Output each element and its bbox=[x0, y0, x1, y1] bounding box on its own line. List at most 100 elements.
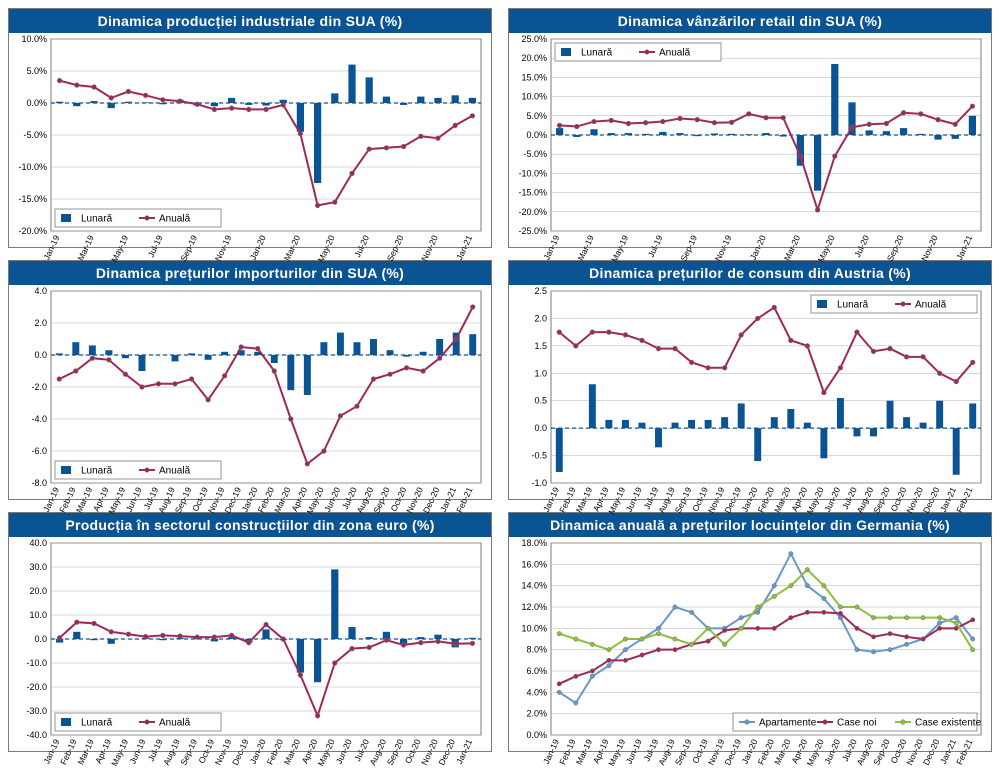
svg-text:Nov-20: Nov-20 bbox=[919, 233, 940, 262]
chart-bar bbox=[348, 627, 355, 639]
chart-bar bbox=[331, 569, 338, 639]
chart-bar bbox=[89, 345, 96, 355]
svg-text:Mar-19: Mar-19 bbox=[75, 737, 96, 766]
svg-text:Anuală: Anuală bbox=[159, 718, 191, 729]
chart-bar bbox=[900, 128, 907, 135]
svg-text:Anuală: Anuală bbox=[659, 48, 691, 59]
chart-bar bbox=[870, 428, 877, 436]
chart-bar bbox=[262, 103, 269, 106]
chart-bar bbox=[211, 103, 218, 106]
svg-text:Mar-20: Mar-20 bbox=[282, 233, 303, 262]
chart-bar bbox=[271, 355, 278, 363]
svg-text:10.0%: 10.0% bbox=[21, 34, 47, 44]
svg-text:-5.0%: -5.0% bbox=[23, 130, 47, 140]
chart-area: 0.0%2.0%4.0%6.0%8.0%10.0%12.0%14.0%16.0%… bbox=[509, 537, 991, 775]
chart-bar bbox=[90, 101, 97, 103]
chart-bar bbox=[304, 355, 311, 395]
chart-bar bbox=[452, 95, 459, 103]
svg-text:Apartamente: Apartamente bbox=[759, 718, 817, 729]
svg-text:-4.0: -4.0 bbox=[31, 414, 47, 424]
svg-text:-1.0: -1.0 bbox=[531, 478, 547, 488]
svg-text:Mar-20: Mar-20 bbox=[282, 737, 303, 766]
chart-bar bbox=[383, 97, 390, 103]
svg-text:10.0: 10.0 bbox=[29, 610, 47, 620]
svg-text:Jun-20: Jun-20 bbox=[322, 485, 342, 513]
chart-bar bbox=[903, 417, 910, 428]
svg-text:Nov-19: Nov-19 bbox=[213, 233, 234, 262]
svg-text:-25.0%: -25.0% bbox=[518, 226, 547, 236]
svg-text:Nov-19: Nov-19 bbox=[713, 233, 734, 262]
svg-text:Jul-20: Jul-20 bbox=[852, 233, 871, 258]
chart-bar bbox=[953, 428, 960, 475]
svg-text:8.0%: 8.0% bbox=[526, 645, 547, 655]
chart-bar bbox=[728, 134, 735, 135]
chart-bar bbox=[688, 420, 695, 428]
chart-bar bbox=[122, 355, 129, 358]
chart-bar bbox=[125, 102, 132, 103]
svg-text:Lunară: Lunară bbox=[81, 466, 113, 477]
svg-text:May-19: May-19 bbox=[109, 233, 130, 263]
chart-bar bbox=[400, 103, 407, 105]
svg-text:Jan-20: Jan-20 bbox=[748, 233, 768, 261]
svg-text:2.0: 2.0 bbox=[34, 318, 47, 328]
chart-bar bbox=[780, 135, 787, 137]
chart-bar bbox=[556, 128, 563, 135]
chart-bar bbox=[287, 355, 294, 390]
chart-bar bbox=[403, 355, 410, 357]
chart-area: -25.0%-20.0%-15.0%-10.0%-5.0%0.0%5.0%10.… bbox=[509, 33, 991, 271]
svg-text:25.0%: 25.0% bbox=[521, 34, 547, 44]
svg-text:16.0%: 16.0% bbox=[521, 559, 547, 569]
chart-bar bbox=[771, 417, 778, 428]
chart-bar bbox=[337, 333, 344, 355]
chart-bar bbox=[469, 334, 476, 355]
chart-bar bbox=[469, 638, 476, 639]
chart-bar bbox=[434, 635, 441, 639]
svg-text:Sep-19: Sep-19 bbox=[678, 233, 699, 262]
svg-text:Jun-20: Jun-20 bbox=[822, 485, 842, 513]
chart-bar bbox=[762, 133, 769, 135]
svg-text:Sep-19: Sep-19 bbox=[178, 233, 199, 262]
chart-area: -40.0-30.0-20.0-10.00.010.020.030.040.0J… bbox=[9, 537, 491, 775]
chart-bar bbox=[936, 401, 943, 428]
svg-text:5.0%: 5.0% bbox=[26, 66, 47, 76]
chart-area: -8.0-6.0-4.0-2.00.02.04.0Jan-19Feb-19Mar… bbox=[9, 285, 491, 523]
chart-area: -20.0%-15.0%-10.0%-5.0%0.0%5.0%10.0%Jan-… bbox=[9, 33, 491, 271]
svg-text:Jan-19: Jan-19 bbox=[41, 233, 61, 261]
chart-bar bbox=[348, 65, 355, 103]
svg-text:Jan-19: Jan-19 bbox=[541, 233, 561, 261]
svg-text:Jul-19: Jul-19 bbox=[646, 233, 665, 258]
svg-text:-10.0%: -10.0% bbox=[518, 168, 547, 178]
svg-text:5.0%: 5.0% bbox=[526, 111, 547, 121]
svg-text:Anuală: Anuală bbox=[915, 300, 947, 311]
svg-text:Jan-21: Jan-21 bbox=[954, 233, 974, 261]
chart-bar bbox=[331, 93, 338, 103]
chart-bar bbox=[228, 98, 235, 103]
svg-text:0.5: 0.5 bbox=[534, 396, 547, 406]
chart-bar bbox=[434, 98, 441, 103]
svg-text:0.0%: 0.0% bbox=[526, 730, 547, 740]
svg-text:15.0%: 15.0% bbox=[521, 72, 547, 82]
chart-bar bbox=[853, 428, 860, 436]
chart-title: Dinamica vânzărilor retail din SUA (%) bbox=[509, 9, 991, 33]
chart-bar bbox=[804, 423, 811, 428]
chart-bar bbox=[969, 403, 976, 428]
chart-bar bbox=[417, 637, 424, 639]
svg-text:Mar-20: Mar-20 bbox=[782, 233, 803, 262]
svg-text:2.5: 2.5 bbox=[534, 286, 547, 296]
svg-text:Lunară: Lunară bbox=[81, 718, 113, 729]
chart-bar bbox=[138, 355, 145, 371]
chart-bar bbox=[705, 420, 712, 428]
chart-bar bbox=[556, 428, 563, 472]
chart-bar bbox=[205, 355, 212, 360]
svg-text:0.0%: 0.0% bbox=[526, 130, 547, 140]
svg-text:Lunară: Lunară bbox=[837, 300, 869, 311]
chart-line bbox=[60, 81, 473, 206]
chart-bar bbox=[883, 131, 890, 135]
chart-line bbox=[59, 307, 472, 464]
chart-bar bbox=[159, 639, 166, 640]
svg-text:Mar-19: Mar-19 bbox=[75, 233, 96, 262]
chart-bar bbox=[353, 342, 360, 355]
svg-text:0.0: 0.0 bbox=[34, 350, 47, 360]
chart-line bbox=[559, 612, 972, 683]
svg-text:Sep-20: Sep-20 bbox=[385, 233, 406, 262]
